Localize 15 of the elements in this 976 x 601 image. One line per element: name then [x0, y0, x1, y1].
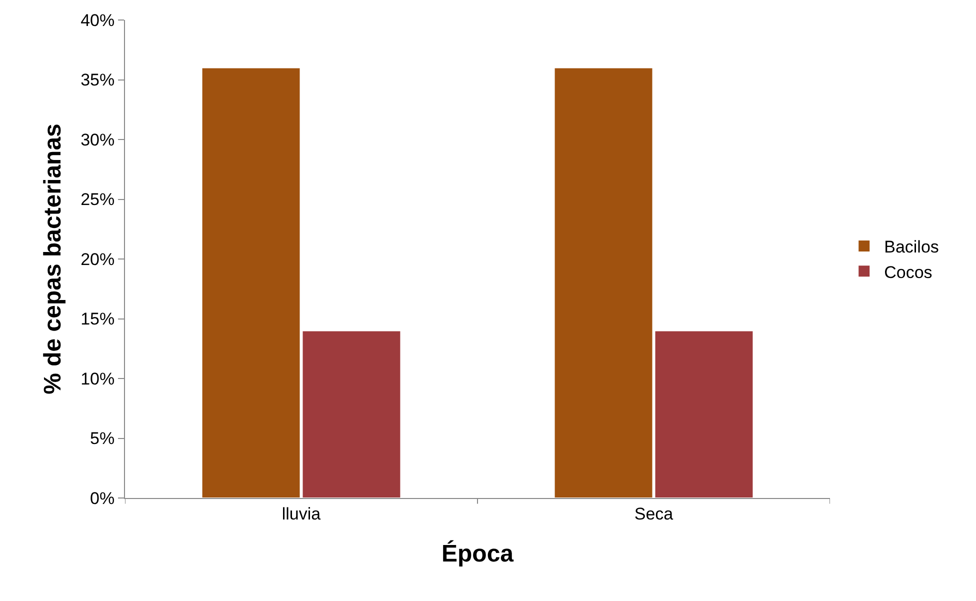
y-tick-label: 40%	[80, 10, 115, 30]
y-tick-label: 20%	[80, 250, 115, 269]
y-tick-label: 0%	[90, 488, 115, 508]
y-tick-label: 15%	[80, 310, 115, 329]
y-axis-title: % de cepas bacterianas	[40, 124, 67, 394]
y-tick-label: 25%	[80, 190, 115, 210]
legend-label: Bacilos	[884, 238, 939, 257]
y-tick-label: 10%	[80, 369, 115, 388]
y-tick-label: 35%	[80, 70, 115, 90]
x-axis-title: Época	[441, 540, 514, 568]
y-tick-label: 30%	[80, 130, 115, 150]
y-tick-label: 5%	[90, 429, 115, 448]
x-tick-label: Seca	[634, 504, 674, 524]
x-tick-label: lluvia	[282, 504, 322, 524]
legend-label: Cocos	[884, 262, 932, 282]
